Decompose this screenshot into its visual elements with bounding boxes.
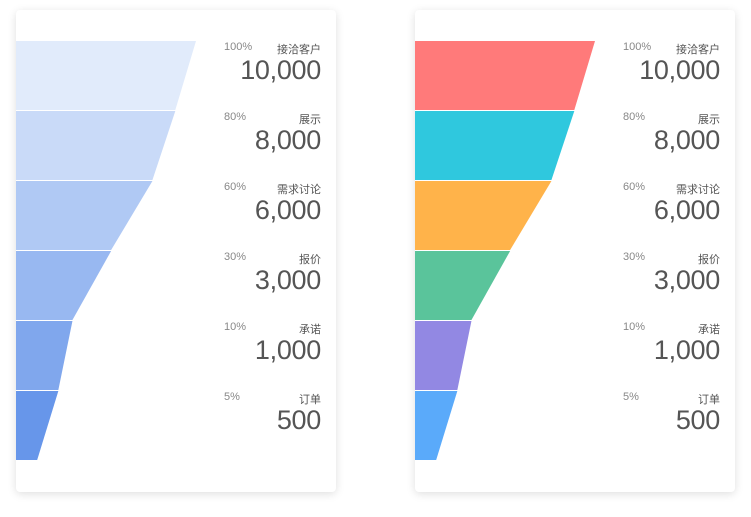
stage-percent: 80% xyxy=(623,111,646,123)
stage-value: 3,000 xyxy=(254,265,321,295)
stage-value: 3,000 xyxy=(653,265,720,295)
stage-name: 承诺 xyxy=(299,324,321,336)
stage-percent: 10% xyxy=(623,321,646,333)
funnel-band-1 xyxy=(16,41,196,110)
stage-percent: 5% xyxy=(224,391,240,403)
funnel-band-2 xyxy=(16,111,176,180)
stage-label-6: 5% 订单 500 xyxy=(224,391,321,451)
stage-name: 订单 xyxy=(698,394,720,406)
stage-value: 10,000 xyxy=(240,55,321,85)
funnel-chart-multicolor xyxy=(415,41,595,460)
stage-label-3: 60% 需求讨论 6,000 xyxy=(224,181,321,241)
funnel-band-3 xyxy=(16,181,153,250)
funnel-band-1 xyxy=(415,41,595,110)
funnel-band-4 xyxy=(415,251,511,320)
funnel-band-3 xyxy=(415,181,552,250)
stage-percent: 10% xyxy=(224,321,247,333)
stage-value: 1,000 xyxy=(653,335,720,365)
stage-label-1: 100% 接洽客户 10,000 xyxy=(623,41,720,101)
funnel-card-multicolor: 100% 接洽客户 10,000 80% 展示 8,000 60% 需求讨论 6… xyxy=(415,10,735,492)
stage-value: 500 xyxy=(675,405,720,435)
funnel-band-4 xyxy=(16,251,112,320)
stage-value: 6,000 xyxy=(254,195,321,225)
stage-value: 10,000 xyxy=(639,55,720,85)
stage-value: 6,000 xyxy=(653,195,720,225)
funnel-card-gradient: 100% 接洽客户 10,000 80% 展示 8,000 60% 需求讨论 6… xyxy=(16,10,336,492)
stage-name: 接洽客户 xyxy=(676,44,720,56)
stage-label-4: 30% 报价 3,000 xyxy=(224,251,321,311)
stage-name: 接洽客户 xyxy=(277,44,321,56)
funnel-band-6 xyxy=(16,391,59,460)
stage-label-5: 10% 承诺 1,000 xyxy=(623,321,720,381)
stage-name: 展示 xyxy=(698,114,720,126)
stage-label-1: 100% 接洽客户 10,000 xyxy=(224,41,321,101)
stage-label-2: 80% 展示 8,000 xyxy=(623,111,720,171)
stage-name: 需求讨论 xyxy=(676,184,720,196)
stage-value: 8,000 xyxy=(254,125,321,155)
stage-percent: 30% xyxy=(623,251,646,263)
stage-name: 需求讨论 xyxy=(277,184,321,196)
stage-label-4: 30% 报价 3,000 xyxy=(623,251,720,311)
stage-value: 8,000 xyxy=(653,125,720,155)
stage-label-6: 5% 订单 500 xyxy=(623,391,720,451)
funnel-band-5 xyxy=(16,321,73,390)
stage-percent: 60% xyxy=(623,181,646,193)
funnel-band-6 xyxy=(415,391,458,460)
funnel-band-5 xyxy=(415,321,472,390)
stage-percent: 30% xyxy=(224,251,247,263)
stage-percent: 80% xyxy=(224,111,247,123)
stage-name: 承诺 xyxy=(698,324,720,336)
stage-name: 订单 xyxy=(299,394,321,406)
funnel-chart-gradient xyxy=(16,41,196,460)
stage-percent: 100% xyxy=(224,41,253,53)
funnel-band-2 xyxy=(415,111,575,180)
stage-value: 1,000 xyxy=(254,335,321,365)
stage-name: 报价 xyxy=(299,254,321,266)
stage-name: 展示 xyxy=(299,114,321,126)
stage-percent: 60% xyxy=(224,181,247,193)
stage-label-2: 80% 展示 8,000 xyxy=(224,111,321,171)
stage-value: 500 xyxy=(276,405,321,435)
stage-percent: 5% xyxy=(623,391,639,403)
stage-label-5: 10% 承诺 1,000 xyxy=(224,321,321,381)
stage-label-3: 60% 需求讨论 6,000 xyxy=(623,181,720,241)
stage-name: 报价 xyxy=(698,254,720,266)
stage-percent: 100% xyxy=(623,41,652,53)
